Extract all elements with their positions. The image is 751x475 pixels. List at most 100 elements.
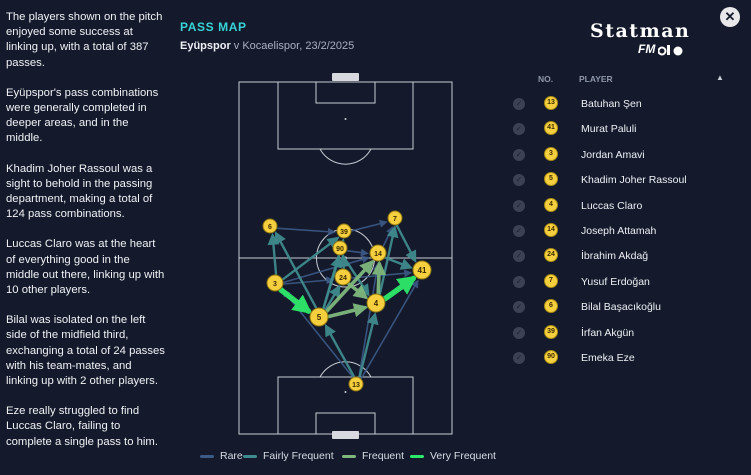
- player-row[interactable]: ✓ 6 Bilal Başacıkoğlu: [506, 295, 746, 320]
- player-number-badge: 6: [544, 299, 558, 314]
- check-icon[interactable]: ✓: [513, 98, 525, 110]
- legend-label: Fairly Frequent: [263, 450, 334, 462]
- player-node[interactable]: 7: [387, 210, 403, 226]
- check-icon[interactable]: ✓: [513, 250, 525, 263]
- pass-link: [277, 227, 336, 236]
- pass-link: [360, 279, 419, 379]
- pass-link: [283, 276, 335, 285]
- player-number-badge: 4: [544, 197, 558, 212]
- column-header-player[interactable]: PLAYER: [579, 74, 613, 84]
- player-node-label: 6: [268, 224, 272, 231]
- player-row[interactable]: ✓ 4 Luccas Claro: [506, 194, 746, 219]
- player-row[interactable]: ✓ 3 Jordan Amavi: [506, 143, 746, 168]
- pass-link: [384, 256, 413, 270]
- analysis-paragraph: Luccas Claro was at the heart of everyth…: [6, 238, 165, 297]
- player-name: Bilal Başacıkoğlu: [581, 301, 661, 314]
- legend-item-very-frequent: Very Frequent: [410, 450, 496, 462]
- analysis-paragraph: The players shown on the pitch enjoyed s…: [6, 11, 163, 69]
- legend-swatch: [410, 454, 424, 458]
- player-name: Joseph Attamah: [581, 224, 657, 237]
- player-name: Emeka Eze: [581, 351, 635, 364]
- player-number-badge: 41: [544, 121, 558, 136]
- player-node[interactable]: 90: [332, 240, 348, 256]
- player-node[interactable]: 41: [412, 260, 432, 280]
- close-button[interactable]: ✕: [720, 7, 740, 27]
- legend-label: Frequent: [362, 450, 405, 462]
- player-node[interactable]: 5: [309, 307, 329, 327]
- player-number-badge: 14: [544, 222, 558, 237]
- check-icon[interactable]: ✓: [513, 275, 525, 288]
- player-node[interactable]: 6: [262, 218, 278, 234]
- pass-link: [324, 324, 355, 378]
- player-node-label: 14: [374, 251, 382, 258]
- player-node[interactable]: 14: [369, 244, 387, 262]
- legend-item-fairly-frequent: Fairly Frequent: [243, 450, 334, 462]
- player-node[interactable]: 39: [336, 223, 352, 239]
- player-row[interactable]: ✓ 7 Yusuf Erdoğan: [506, 270, 746, 295]
- player-name: Yusuf Erdoğan: [581, 275, 650, 288]
- player-node-label: 90: [336, 246, 344, 253]
- analysis-paragraph: Eze really struggled to find Luccas Clar…: [6, 405, 158, 448]
- check-icon[interactable]: ✓: [513, 174, 525, 187]
- player-name: İbrahim Akdağ: [581, 250, 649, 263]
- pass-link: [278, 287, 313, 315]
- player-node-label: 39: [340, 229, 348, 236]
- analysis-paragraph: Khadim Joher Rassoul was a sight to beho…: [6, 162, 153, 221]
- pass-link: [282, 236, 340, 281]
- goal-top: [332, 73, 359, 81]
- legend-swatch: [243, 454, 257, 458]
- column-header-no[interactable]: NO.: [538, 74, 554, 84]
- player-rows: ✓ 13 Batuhan Şen ✓ 41 Murat Paluli ✓ 3 Jordan …: [506, 92, 746, 371]
- player-row[interactable]: ✓ 14 Joseph Attamah: [506, 219, 746, 244]
- match-info: Eyüpspor v Kocaelispor, 23/2/2025: [180, 40, 354, 52]
- player-node-label: 24: [339, 275, 347, 282]
- sort-ascending-icon[interactable]: ▲: [716, 73, 724, 82]
- player-node[interactable]: 4: [366, 293, 386, 313]
- logo-sub-text: FM: [638, 42, 656, 56]
- pass-link: [283, 255, 370, 284]
- player-row[interactable]: ✓ 24 İbrahim Akdağ: [506, 244, 746, 269]
- check-icon[interactable]: ✓: [513, 326, 525, 339]
- player-name: Jordan Amavi: [581, 148, 645, 161]
- player-node[interactable]: 3: [266, 274, 284, 292]
- legend-item-rare: Rare: [200, 450, 243, 462]
- player-list-header: NO. PLAYER ▲: [506, 72, 746, 86]
- player-node[interactable]: 13: [348, 376, 364, 392]
- player-node-label: 5: [317, 313, 322, 322]
- check-icon[interactable]: ✓: [513, 199, 525, 212]
- check-icon[interactable]: ✓: [513, 148, 525, 161]
- player-number-badge: 90: [544, 349, 558, 364]
- player-name: Murat Paluli: [581, 123, 637, 136]
- legend-swatch: [200, 454, 214, 458]
- player-row[interactable]: ✓ 90 Emeka Eze: [506, 346, 746, 371]
- player-number-badge: 13: [544, 96, 558, 110]
- player-name: Luccas Claro: [581, 199, 643, 212]
- player-row[interactable]: ✓ 39 İrfan Akgün: [506, 321, 746, 346]
- player-name: İrfan Akgün: [581, 326, 635, 339]
- player-row[interactable]: ✓ 5 Khadim Joher Rassoul: [506, 168, 746, 193]
- player-node-label: 13: [352, 382, 360, 389]
- check-icon[interactable]: ✓: [513, 351, 525, 364]
- player-row[interactable]: ✓ 13 Batuhan Şen: [506, 92, 746, 117]
- player-number-badge: 5: [544, 172, 558, 187]
- check-icon[interactable]: ✓: [513, 301, 525, 314]
- check-icon[interactable]: ✓: [513, 123, 525, 136]
- analysis-paragraph: Eyüpspor's pass combinations were genera…: [6, 86, 159, 145]
- player-node[interactable]: 24: [334, 268, 352, 286]
- pass-link: [346, 248, 369, 257]
- pass-link: [358, 262, 381, 378]
- player-node-label: 4: [374, 299, 379, 308]
- pass-link: [327, 303, 369, 319]
- player-number-badge: 7: [544, 273, 558, 288]
- legend-item-frequent: Frequent: [342, 450, 404, 462]
- pass-link: [322, 255, 342, 310]
- legend-swatch: [342, 454, 356, 458]
- pass-link: [267, 232, 280, 276]
- check-icon[interactable]: ✓: [513, 224, 525, 237]
- logo-mark-icon: [658, 45, 683, 56]
- pass-links: [267, 219, 419, 379]
- player-row[interactable]: ✓ 41 Murat Paluli: [506, 117, 746, 142]
- player-node-label: 7: [393, 216, 397, 223]
